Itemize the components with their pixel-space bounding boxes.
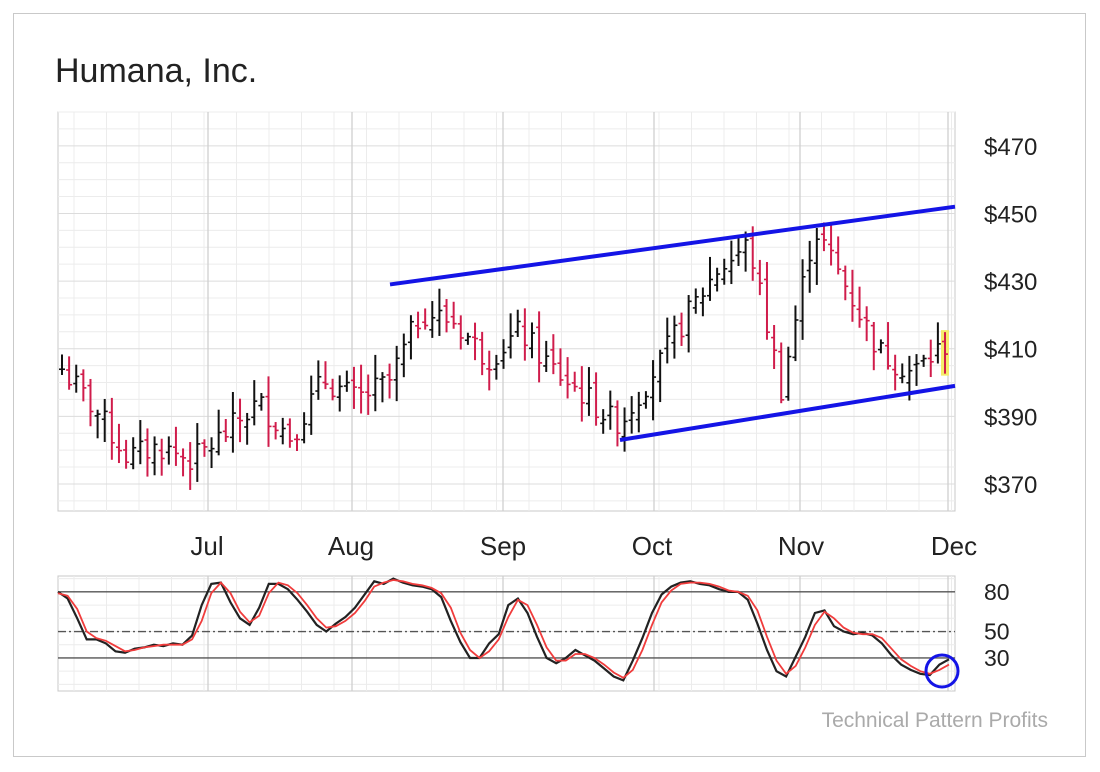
x-tick-label: Jul [190, 531, 223, 561]
x-tick-label: Nov [778, 531, 824, 561]
price-annotations [389, 204, 956, 442]
chart-title: Humana, Inc. [55, 52, 258, 90]
y-tick-label: $430 [984, 269, 1037, 296]
x-tick-label: Sep [480, 531, 526, 561]
credit-text: Technical Pattern Profits [821, 709, 1048, 732]
x-tick-label: Dec [931, 531, 977, 561]
y-tick-label: $370 [984, 472, 1037, 499]
price-panel-border [57, 111, 956, 512]
y-tick-label: $450 [984, 201, 1037, 228]
stochastic-tick-label: 80 [984, 579, 1010, 605]
stochastic-lines [57, 577, 960, 689]
stochastic-tick-label: 50 [984, 619, 1010, 645]
x-tick-label: Aug [328, 531, 374, 561]
y-tick-label: $390 [984, 404, 1037, 431]
upper-trendline [389, 204, 956, 287]
stochastic-d-line [57, 579, 950, 679]
stochastic-tick-label: 30 [984, 645, 1010, 671]
y-tick-label: $410 [984, 337, 1037, 364]
lower-trendline [619, 383, 956, 442]
circle-annotation [924, 653, 960, 689]
price-axis: $470 $450 $430 $410 $390 $370 Jul Aug Sep Oct Nov D… [190, 134, 1037, 561]
price-bars [59, 222, 949, 490]
x-tick-label: Oct [632, 531, 673, 561]
price-grid [57, 111, 956, 512]
stochastic-k-line [57, 577, 950, 682]
y-tick-label: $470 [984, 134, 1037, 161]
